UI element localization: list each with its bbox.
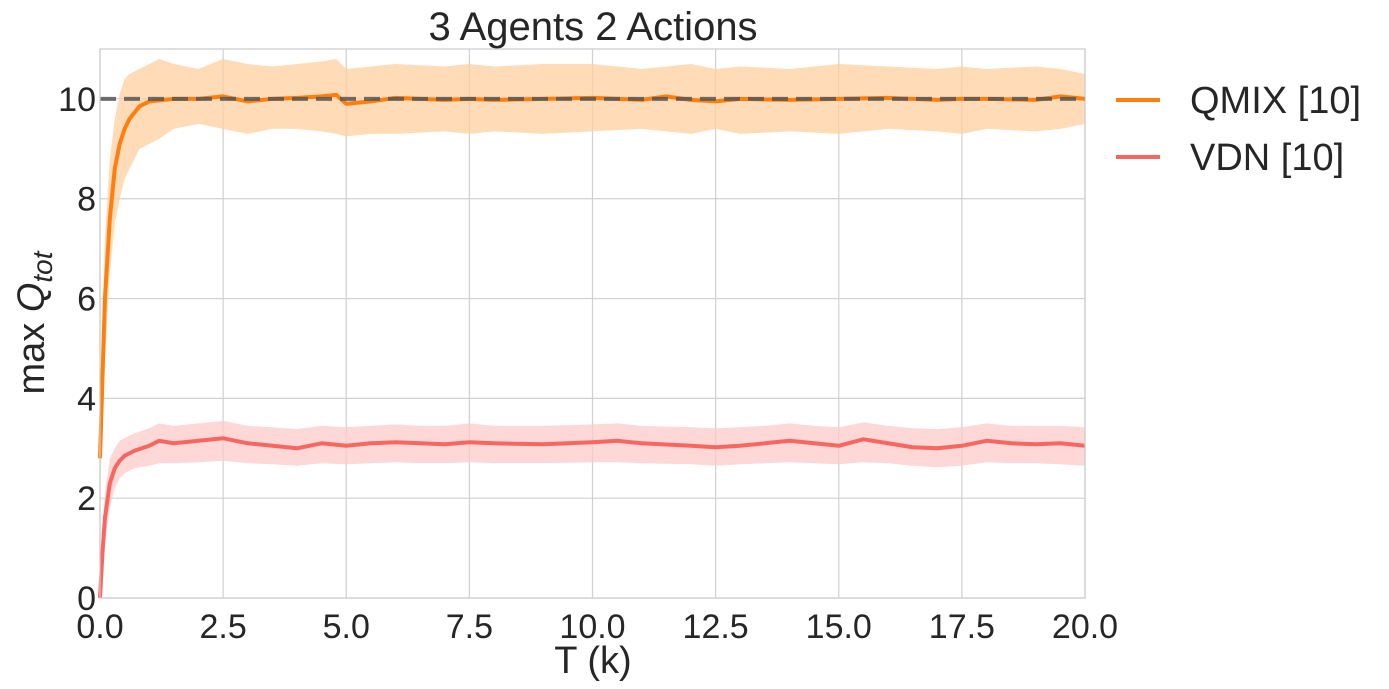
x-axis-label: T (k): [554, 640, 631, 682]
y-axis-label-subscript: tot: [27, 250, 58, 282]
x-tick-label: 20.0: [1052, 608, 1118, 646]
y-tick-label: 0: [77, 580, 96, 618]
y-tick-label: 2: [77, 480, 96, 518]
chart-title: 3 Agents 2 Actions: [428, 5, 757, 49]
y-tick-label: 4: [77, 380, 96, 418]
legend-label: QMIX [10]: [1190, 80, 1361, 122]
x-tick-label: 17.5: [929, 608, 995, 646]
y-tick-label: 6: [77, 281, 96, 319]
y-axis-label-symbol: Q: [11, 283, 53, 313]
y-axis-label-prefix: max: [11, 312, 53, 394]
y-tick-label: 8: [77, 181, 96, 219]
x-tick-label: 5.0: [323, 608, 370, 646]
x-tick-label: 15.0: [806, 608, 872, 646]
x-tick-label: 7.5: [446, 608, 493, 646]
legend-label: VDN [10]: [1190, 137, 1344, 179]
y-tick-label: 10: [58, 81, 96, 119]
x-tick-label: 2.5: [199, 608, 246, 646]
x-tick-label: 12.5: [683, 608, 749, 646]
